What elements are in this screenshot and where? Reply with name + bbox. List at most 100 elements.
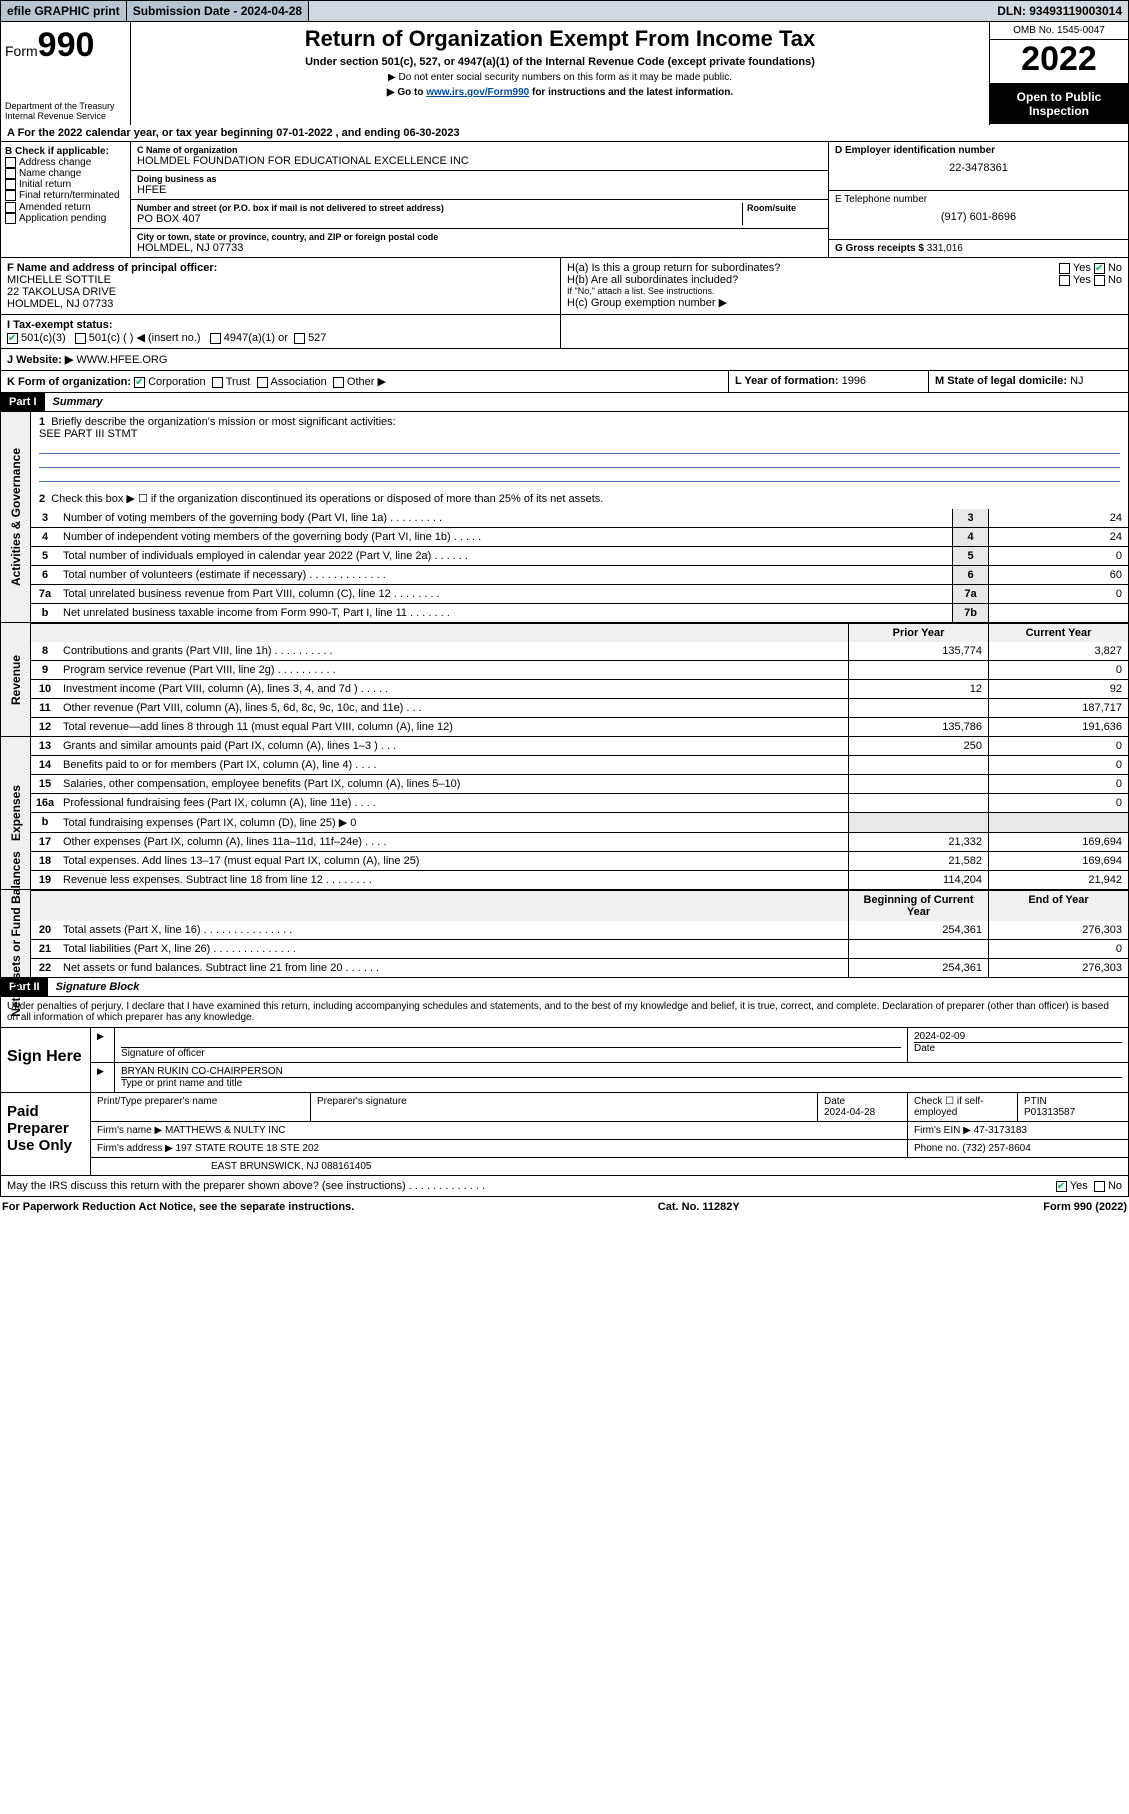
vbar-exp-label: Expenses [9,785,23,841]
chk-initial-return[interactable] [5,179,16,190]
line-desc: Total unrelated business revenue from Pa… [59,585,952,603]
vbar-net-label: Net Assets or Fund Balances [9,851,23,1017]
line-desc: Total liabilities (Part X, line 26) . . … [59,940,848,958]
chk-name-change[interactable] [5,168,16,179]
prior-val: 135,774 [848,642,988,660]
topbar-spacer [309,8,991,14]
city-label: City or town, state or province, country… [137,232,822,242]
curr-val: 0 [988,794,1128,812]
form-num: 990 [38,26,95,64]
chk-4947[interactable] [210,333,221,344]
line-num: 17 [31,833,59,851]
line-num: 13 [31,737,59,755]
chk-corporation[interactable] [134,377,145,388]
opt-initial-return: Initial return [19,179,71,190]
hb-no-chk[interactable] [1094,275,1105,286]
current-year-header: Current Year [988,624,1128,642]
chk-amended-return[interactable] [5,202,16,213]
form-title: Return of Organization Exempt From Incom… [135,26,985,52]
curr-val: ‎ [988,813,1128,832]
line-7a: 7a Total unrelated business revenue from… [31,584,1128,603]
line-desc: Professional fundraising fees (Part IX, … [59,794,848,812]
col-b-checkboxes: B Check if applicable: Address change Na… [1,142,131,257]
instructions-link[interactable]: www.irs.gov/Form990 [426,87,529,98]
signature-label: Signature of officer [121,1047,901,1059]
address: PO BOX 407 [137,213,742,225]
section-net-assets: Net Assets or Fund Balances Beginning of… [0,890,1129,978]
prior-val: 250 [848,737,988,755]
chk-application-pending[interactable] [5,213,16,224]
dba-label: Doing business as [137,174,822,184]
ha-no-chk[interactable] [1094,263,1105,274]
hb-yes-chk[interactable] [1059,275,1070,286]
line-20: 20 Total assets (Part X, line 16) . . . … [31,921,1128,939]
chk-501c3[interactable] [7,333,18,344]
efile-print-button[interactable]: efile GRAPHIC print [1,1,127,21]
prior-val [848,775,988,793]
line-14: 14 Benefits paid to or for members (Part… [31,755,1128,774]
section-revenue: Revenue Prior Year Current Year 8 Contri… [0,623,1129,737]
sub3-pre: ▶ Go to [387,87,426,98]
prior-val: 12 [848,680,988,698]
ha-yes-chk[interactable] [1059,263,1070,274]
line-num: 16a [31,794,59,812]
state-domicile: NJ [1070,375,1083,387]
arrow-icon [91,1063,115,1092]
opt-amended-return: Amended return [19,202,91,213]
rev-col-header: Prior Year Current Year [31,623,1128,642]
klm-row: K Form of organization: Corporation Trus… [0,371,1129,393]
chk-527[interactable] [294,333,305,344]
end-year-header: End of Year [988,891,1128,921]
may-yes-chk[interactable] [1056,1181,1067,1192]
line-num: 11 [31,699,59,717]
prior-year-header: Prior Year [848,624,988,642]
chk-final-return[interactable] [5,190,16,201]
line-3: 3 Number of voting members of the govern… [31,509,1128,527]
curr-val: 21,942 [988,871,1128,889]
q1-value: SEE PART III STMT [39,428,1120,440]
line-b: b Net unrelated business taxable income … [31,603,1128,622]
line-desc: Number of independent voting members of … [59,528,952,546]
room-label: Room/suite [747,203,822,213]
ha-text: H(a) Is this a group return for subordin… [567,262,780,274]
firm-ein: 47-3173183 [974,1125,1027,1136]
line-val: 60 [988,566,1128,584]
line-16a: 16a Professional fundraising fees (Part … [31,793,1128,812]
may-no-chk[interactable] [1094,1181,1105,1192]
line-21: 21 Total liabilities (Part X, line 26) .… [31,939,1128,958]
org-name-label: C Name of organization [137,145,822,155]
line-num: 10 [31,680,59,698]
vbar-revenue: Revenue [1,623,31,736]
line-desc: Net assets or fund balances. Subtract li… [59,959,848,977]
hb-no: No [1108,274,1122,286]
may-yes: Yes [1070,1180,1088,1192]
opt-name-change: Name change [19,168,81,179]
chk-501c[interactable] [75,333,86,344]
curr-val: 0 [988,940,1128,958]
line-num: 9 [31,661,59,679]
officer-printed-name: BRYAN RUKIN CO-CHAIRPERSON [121,1066,1122,1077]
line-13: 13 Grants and similar amounts paid (Part… [31,737,1128,755]
chk-association[interactable] [257,377,268,388]
firm-ein-label: Firm's EIN ▶ [914,1125,971,1136]
line-num: 7a [31,585,59,603]
line-19: 19 Revenue less expenses. Subtract line … [31,870,1128,889]
chk-other[interactable] [333,377,344,388]
officer-group-row: F Name and address of principal officer:… [0,258,1129,315]
chk-address-change[interactable] [5,157,16,168]
line-b: b Total fundraising expenses (Part IX, c… [31,812,1128,832]
line-desc: Total assets (Part X, line 16) . . . . .… [59,921,848,939]
prior-val: 21,332 [848,833,988,851]
prior-val [848,699,988,717]
opt-application-pending: Application pending [19,213,106,224]
line-val: 0 [988,585,1128,603]
chk-trust[interactable] [212,377,223,388]
gross-receipts: 331,016 [927,243,963,254]
line-desc: Contributions and grants (Part VIII, lin… [59,642,848,660]
may-discuss-row: May the IRS discuss this return with the… [0,1176,1129,1197]
firm-addr-label: Firm's address ▶ [97,1143,173,1154]
line-5: 5 Total number of individuals employed i… [31,546,1128,565]
officer-name: MICHELLE SOTTILE [7,274,554,286]
line-num: 21 [31,940,59,958]
firm-name-label: Firm's name ▶ [97,1125,162,1136]
